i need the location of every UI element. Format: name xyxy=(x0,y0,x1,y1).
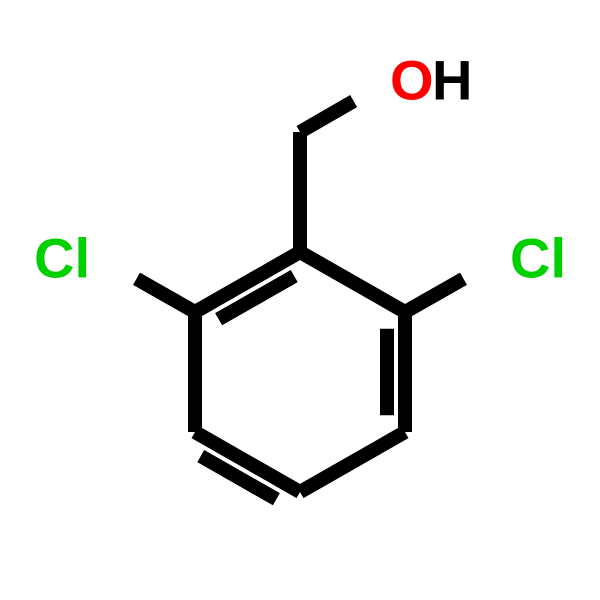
atom-label: Cl xyxy=(34,227,90,290)
atom-label: O xyxy=(390,49,434,112)
bond xyxy=(137,279,195,312)
atom-label: Cl xyxy=(510,227,566,290)
bond xyxy=(405,279,463,312)
bond xyxy=(300,432,405,492)
bond xyxy=(300,252,405,312)
molecule-diagram: OH Cl Cl xyxy=(0,0,600,600)
atom-label: H xyxy=(432,49,472,112)
bond xyxy=(300,101,354,132)
